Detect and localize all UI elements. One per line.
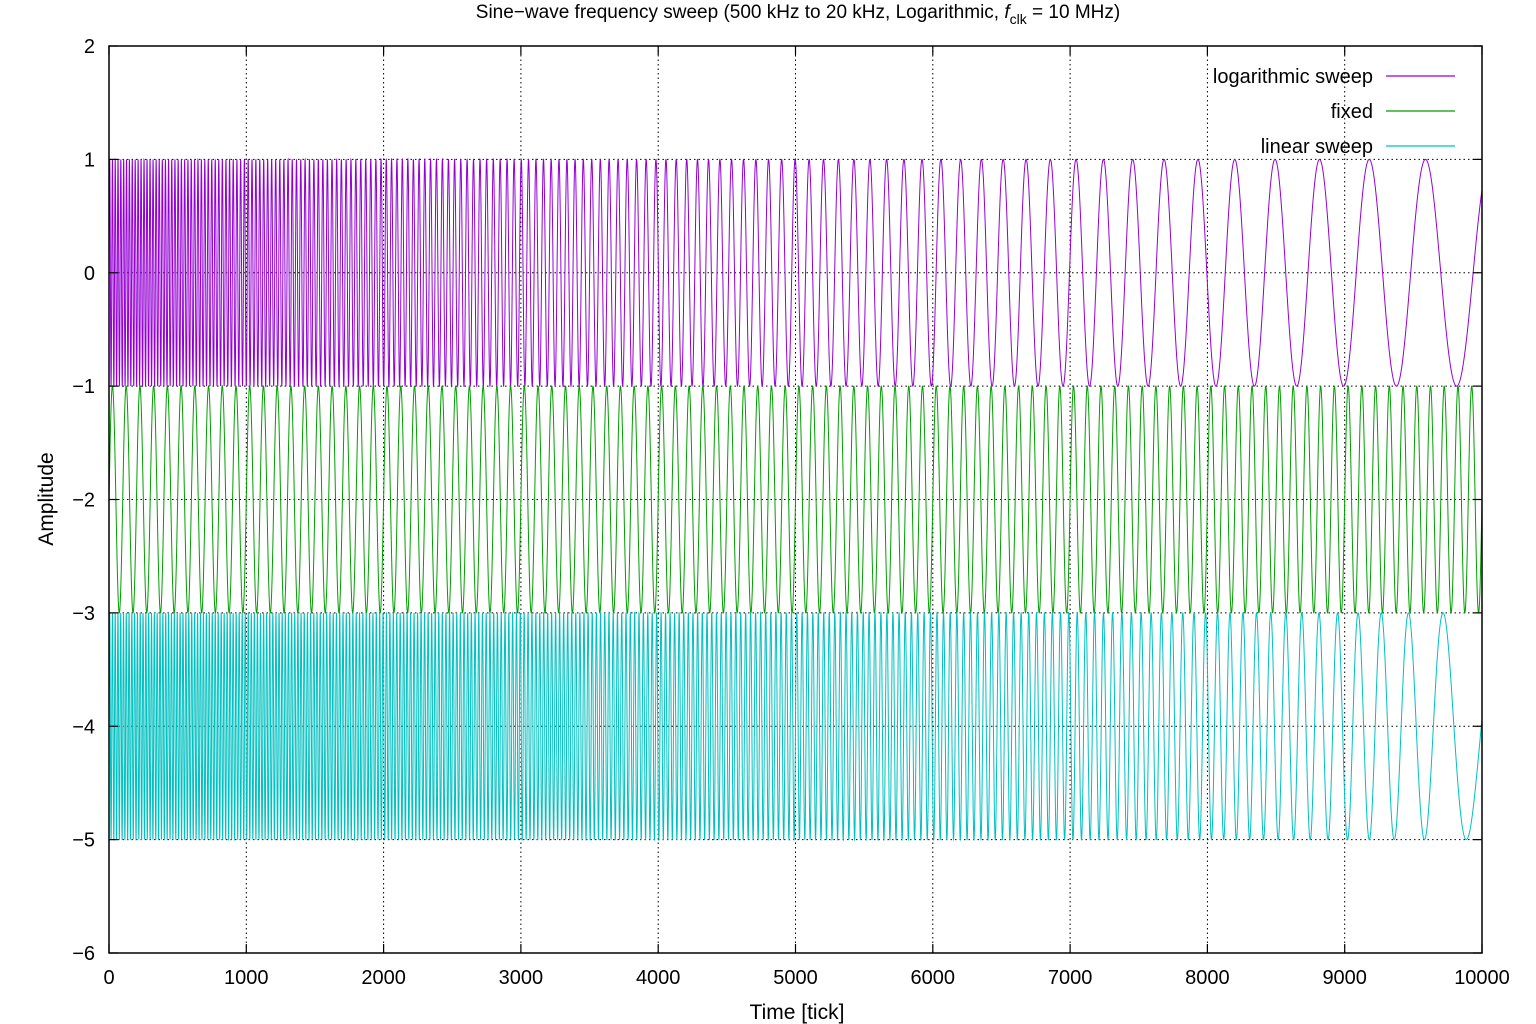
y-tick-label: −5 xyxy=(72,830,95,852)
x-tick-label: 9000 xyxy=(1322,967,1367,989)
chart-title-symbol: f xyxy=(1004,2,1011,23)
y-tick-label: −4 xyxy=(72,716,95,738)
y-tick-label: 0 xyxy=(84,263,95,285)
legend-label: fixed xyxy=(1331,101,1373,123)
y-tick-label: −6 xyxy=(72,943,95,965)
legend-label: linear sweep xyxy=(1261,136,1373,158)
legend: logarithmic sweep fixed linear sweep xyxy=(1213,66,1455,158)
y-tick-label: −2 xyxy=(72,490,95,512)
chart-title: Sine−wave frequency sweep (500 kHz to 20… xyxy=(476,2,1120,27)
x-tick-label: 4000 xyxy=(636,967,681,989)
x-tick-label: 8000 xyxy=(1185,967,1230,989)
legend-label: logarithmic sweep xyxy=(1213,66,1373,88)
x-tick-label: 7000 xyxy=(1048,967,1093,989)
series-line xyxy=(108,610,1483,842)
x-tick-label: 0 xyxy=(103,967,114,989)
x-tick-label: 5000 xyxy=(773,967,818,989)
x-tick-label: 6000 xyxy=(911,967,956,989)
y-axis-title: Amplitude xyxy=(35,452,58,545)
plot-series xyxy=(108,157,1483,842)
x-tick-label: 3000 xyxy=(499,967,544,989)
y-tick-label: 2 xyxy=(84,36,95,58)
chart-title-prefix: Sine−wave frequency sweep (500 kHz to 20… xyxy=(476,2,1005,23)
series-line xyxy=(108,157,1483,389)
chart-title-suffix: = 10 MHz) xyxy=(1027,2,1120,23)
y-tick-label: 1 xyxy=(84,149,95,171)
y-tick-label: −1 xyxy=(72,376,95,398)
axis-ticks: 0 1000 2000 3000 4000 5000 6000 7000 8000 9000 100… xyxy=(72,36,1510,989)
y-tick-label: −3 xyxy=(72,603,95,625)
chart-title-subscript: clk xyxy=(1010,11,1028,27)
x-tick-label: 1000 xyxy=(224,967,269,989)
x-axis-title: Time [tick] xyxy=(750,1001,845,1024)
x-tick-label: 10000 xyxy=(1454,967,1510,989)
series-line xyxy=(108,385,1483,614)
x-tick-label: 2000 xyxy=(361,967,406,989)
